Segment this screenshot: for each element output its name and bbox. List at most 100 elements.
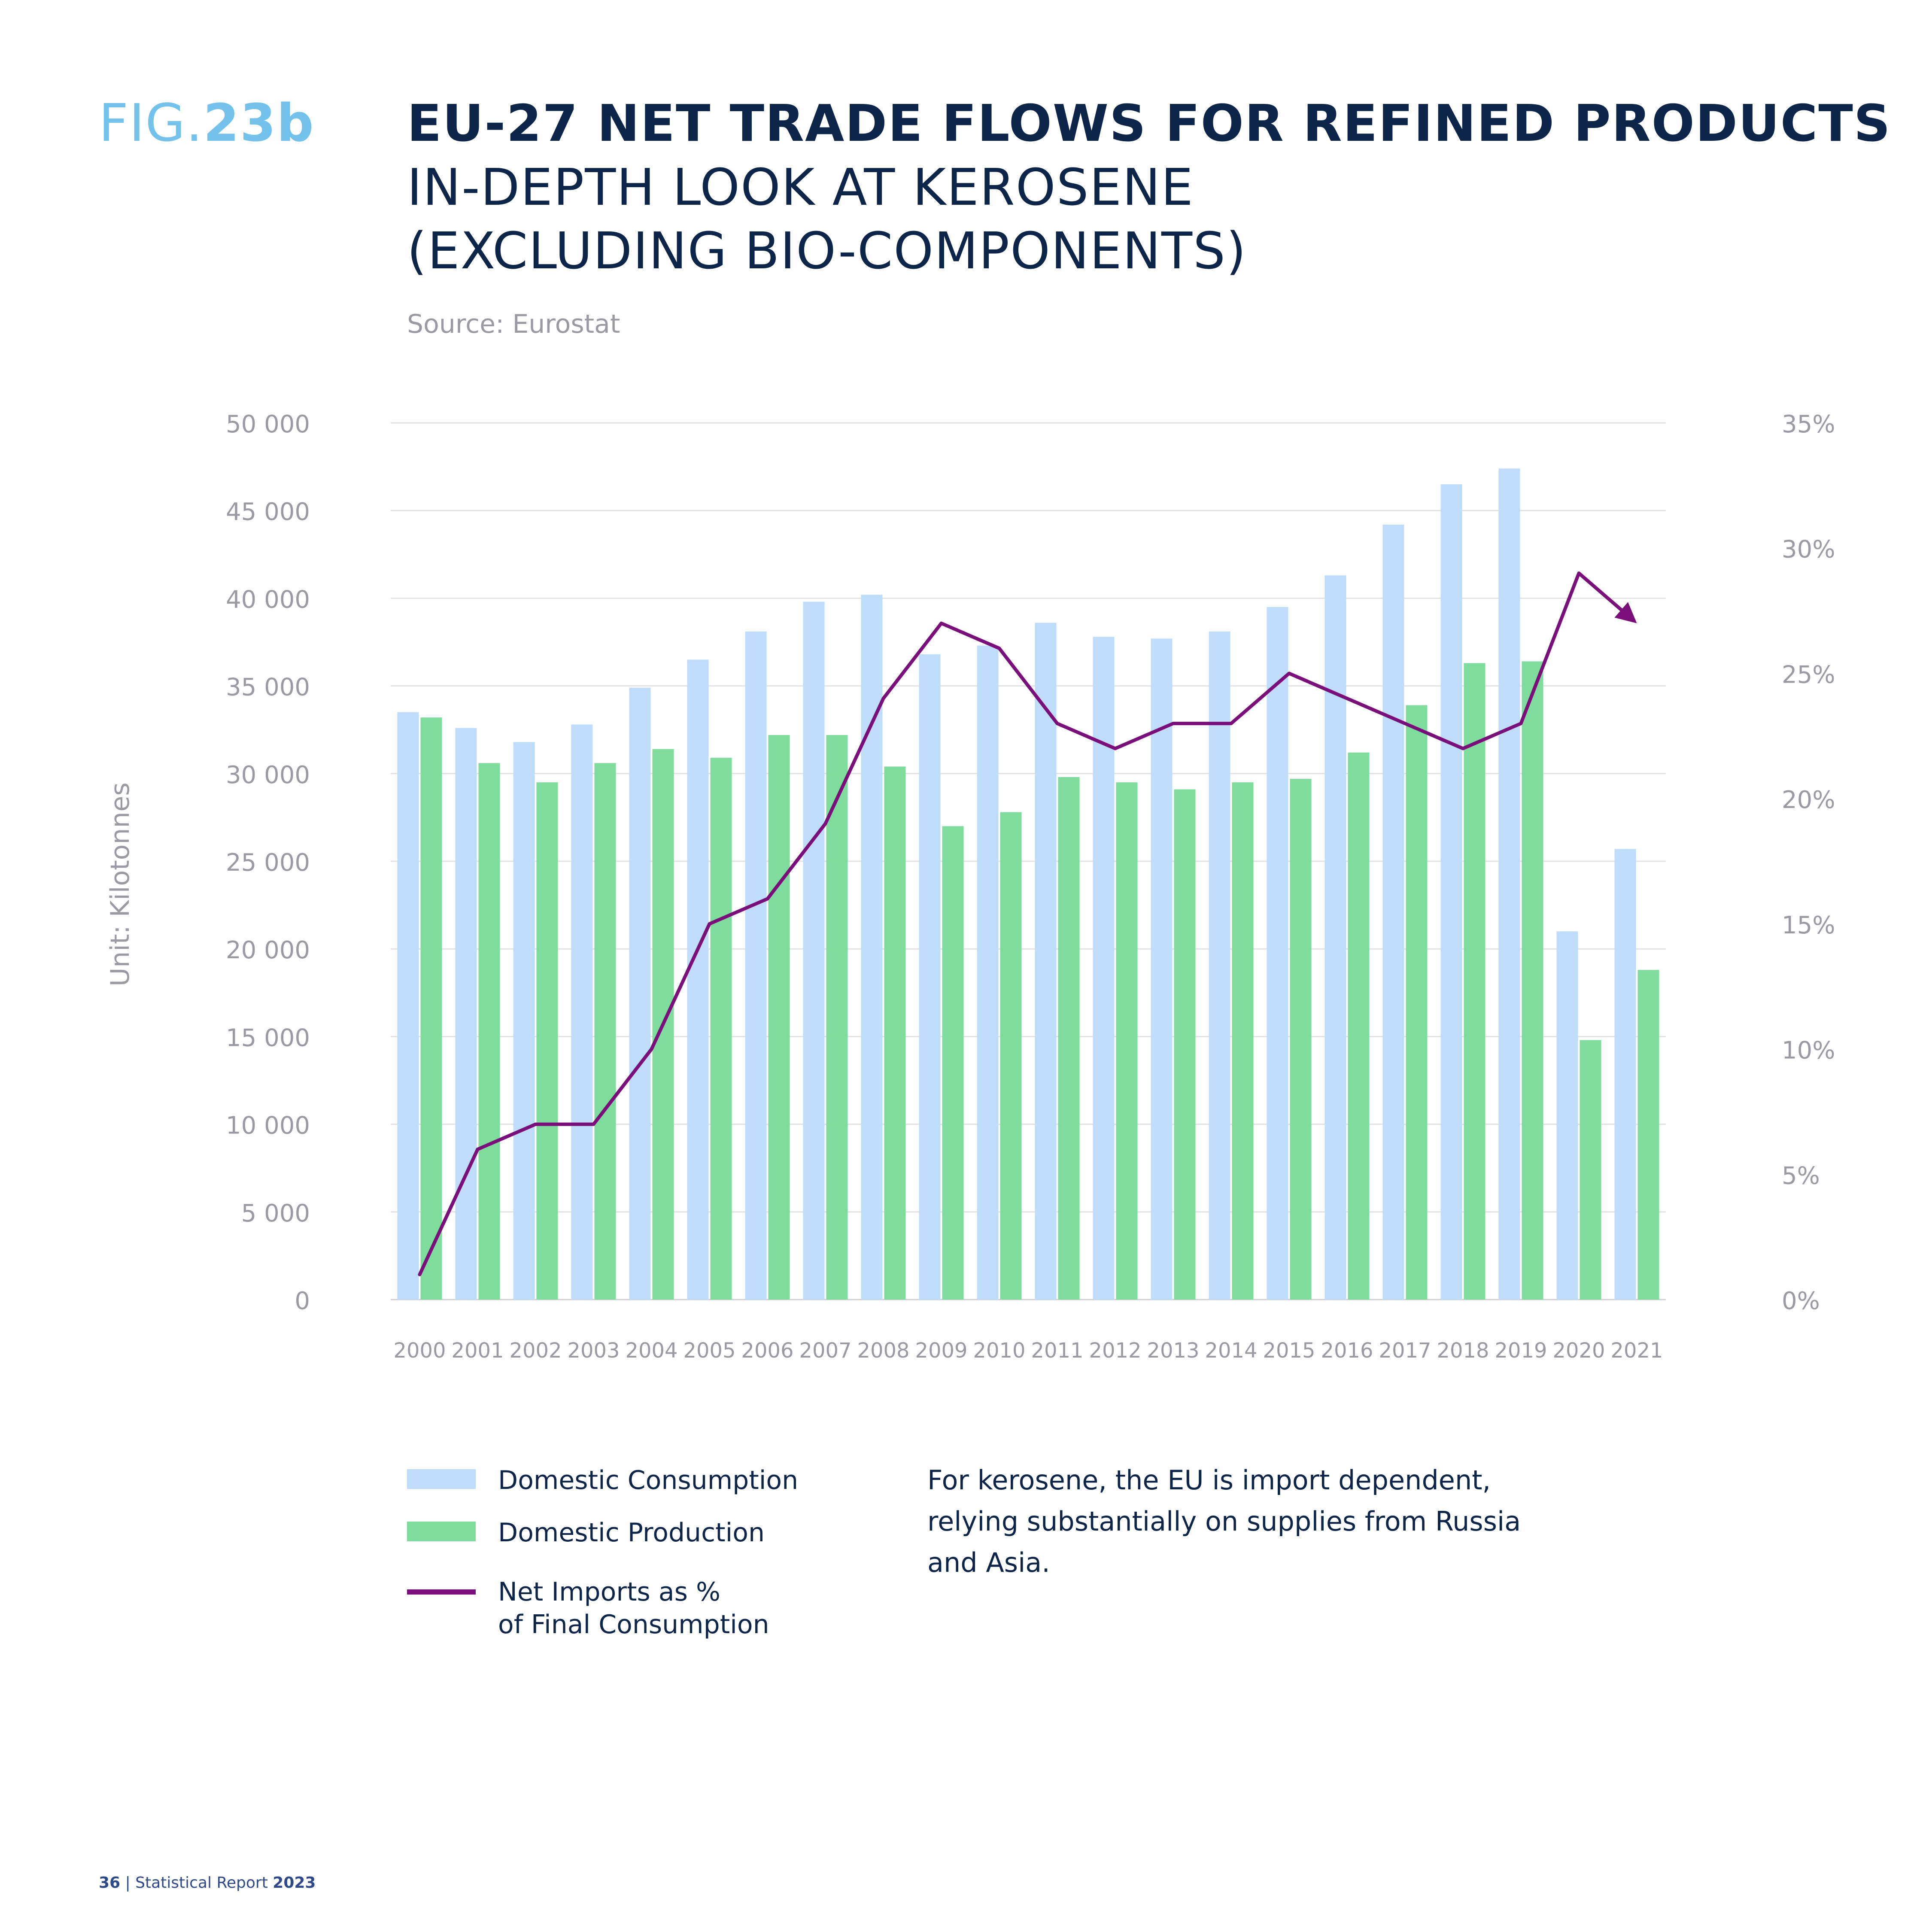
x-tick-label: 2018 [1437,1339,1489,1363]
right-tick-label: 0% [1782,1287,1820,1315]
consumption-bar-2013 [1151,638,1173,1300]
left-tick-label: 35 000 [226,674,310,702]
chart-line [418,571,1637,1276]
y-axis-label: Unit: Kilotonnes [105,782,135,986]
x-tick-label: 2002 [509,1339,562,1363]
left-tick-label: 40 000 [226,586,310,614]
x-tick-label: 2009 [915,1339,967,1363]
right-tick-label: 10% [1782,1037,1835,1065]
footer-separator: | [125,1874,131,1892]
consumption-bar-2003 [571,724,593,1300]
right-tick-label: 30% [1782,536,1835,564]
x-tick-label: 2008 [857,1339,909,1363]
consumption-bar-2018 [1440,484,1462,1300]
chart-area: 0 5 000 10 000 15 000 20 000 25 000 30 000 35 0… [105,410,1835,1363]
consumption-bar-2017 [1382,524,1404,1300]
right-tick-label: 5% [1782,1162,1820,1190]
production-bar-2006 [768,735,790,1300]
consumption-bar-2016 [1324,575,1346,1300]
production-bar-2016 [1348,752,1370,1300]
consumption-bar-2007 [803,601,825,1300]
legend-label-net-imports-line2: of Final Consumption [498,1610,769,1640]
consumption-bar-2015 [1267,607,1288,1300]
x-tick-label: 2007 [799,1339,851,1363]
production-bar-2000 [420,717,442,1300]
production-bar-2002 [536,782,558,1300]
production-bar-2012 [1116,782,1138,1300]
x-tick-label: 2004 [625,1339,677,1363]
x-tick-label: 2001 [451,1339,504,1363]
consumption-bar-2011 [1035,623,1057,1300]
consumption-bar-2000 [397,712,419,1300]
production-bar-2008 [884,766,906,1300]
x-tick-label: 2015 [1263,1339,1315,1363]
production-bar-2020 [1580,1040,1601,1300]
production-bar-2017 [1406,705,1428,1300]
left-tick-label: 15 000 [226,1024,310,1052]
x-tick-label: 2003 [567,1339,620,1363]
consumption-bar-2005 [687,659,709,1300]
x-tick-label: 2019 [1495,1339,1547,1363]
right-tick-label: 15% [1782,911,1835,939]
left-tick-label: 5 000 [241,1200,310,1227]
legend-label-consumption: Domestic Consumption [498,1465,799,1495]
left-tick-label: 25 000 [226,849,310,877]
x-tick-label: 2006 [741,1339,793,1363]
left-tick-label: 0 [295,1287,310,1315]
left-tick-label: 20 000 [226,936,310,964]
production-bar-2019 [1522,661,1543,1300]
right-tick-label: 25% [1782,661,1835,689]
consumption-bar-2004 [629,687,651,1300]
consumption-bar-2008 [861,595,883,1300]
consumption-bar-2020 [1556,931,1578,1300]
production-bar-2015 [1290,779,1312,1300]
left-tick-label: 10 000 [226,1112,310,1140]
legend-swatch-production [407,1522,476,1541]
chart-subtitle: IN-DEPTH LOOK AT KEROSENE (EXCLUDING BIO… [407,158,1247,280]
net-imports-line [418,571,1625,1276]
legend-label-production: Domestic Production [498,1518,765,1548]
x-tick-label: 2014 [1205,1339,1257,1363]
x-tick-label: 2011 [1031,1339,1083,1363]
legend-label-net-imports-line1: Net Imports as % [498,1577,720,1607]
consumption-bar-2002 [513,742,535,1300]
right-axis-ticks: 0% 5% 10% 15% 20% 25% 30% 35% [1782,410,1835,1315]
right-tick-label: 20% [1782,786,1835,814]
production-bar-2021 [1637,970,1659,1300]
consumption-bar-2012 [1093,637,1115,1300]
footer-page-number: 36 [99,1874,121,1892]
chart-note: For kerosene, the EU is import dependent… [927,1464,1521,1578]
production-bar-2001 [478,763,500,1300]
consumption-bar-2006 [745,631,767,1300]
consumption-bar-2019 [1498,468,1520,1300]
figure-label: FIG.23b [99,94,314,153]
x-tick-label: 2013 [1147,1339,1199,1363]
production-bar-2010 [1000,812,1022,1300]
figure-label-prefix: FIG. [99,94,204,153]
footer-year: 2023 [273,1874,316,1892]
production-bar-2009 [942,826,964,1300]
x-tick-label: 2005 [683,1339,735,1363]
legend-swatch-consumption [407,1469,476,1489]
right-tick-label: 35% [1782,410,1835,438]
x-axis-ticks: 2000 2001 2002 2003 2004 2005 2006 2007 2008 2009… [393,1339,1663,1363]
left-axis-ticks: 0 5 000 10 000 15 000 20 000 25 000 30 000 35 0… [226,410,310,1315]
consumption-bar-2021 [1614,849,1636,1300]
consumption-bar-2010 [977,645,999,1300]
consumption-bar-2001 [455,728,477,1300]
x-tick-label: 2016 [1321,1339,1373,1363]
production-bar-2003 [594,763,616,1300]
production-bar-2014 [1232,782,1254,1300]
left-tick-label: 30 000 [226,761,310,789]
figure-label-number: 23b [203,94,315,153]
production-bar-2011 [1058,777,1080,1300]
x-tick-label: 2017 [1379,1339,1431,1363]
production-bar-2013 [1174,789,1196,1300]
chart-title: EU-27 NET TRADE FLOWS FOR REFINED PRODUC… [407,94,1891,153]
chart-bars [397,468,1659,1300]
production-bar-2005 [710,758,732,1300]
x-tick-label: 2021 [1610,1339,1663,1363]
net-imports-arrowhead [1614,602,1637,623]
left-tick-label: 45 000 [226,498,310,526]
production-bar-2018 [1464,663,1485,1300]
